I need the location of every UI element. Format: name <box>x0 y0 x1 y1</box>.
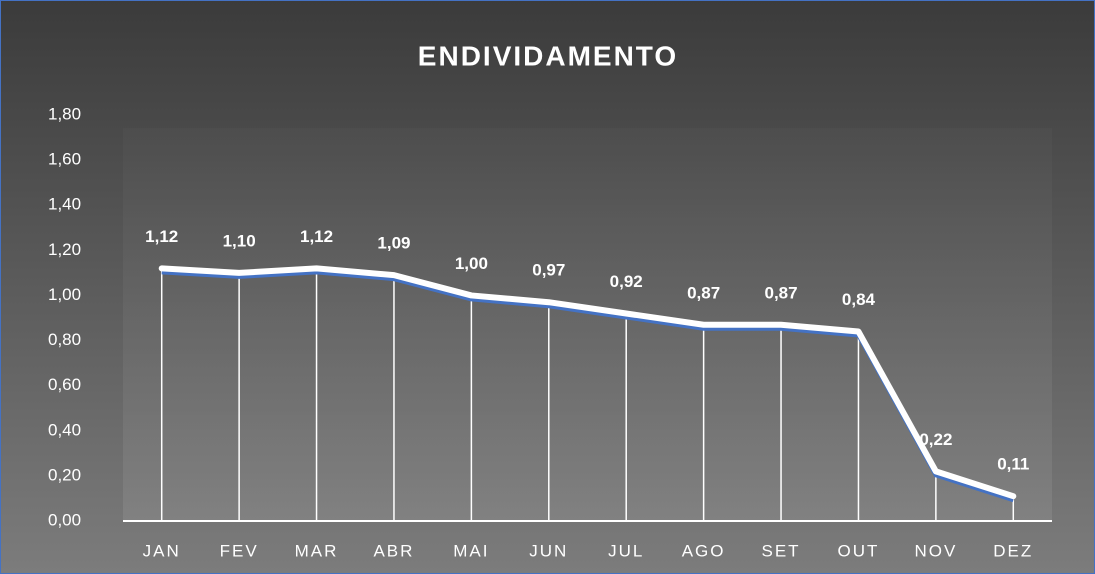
x-tick-label: OUT <box>838 541 880 560</box>
data-label: 0,97 <box>532 261 565 280</box>
data-label: 0,84 <box>842 290 876 309</box>
x-tick-label: JUN <box>529 541 568 560</box>
y-tick-label: 1,20 <box>48 240 81 259</box>
data-label: 1,12 <box>300 227 333 246</box>
x-tick-label: ABR <box>373 541 414 560</box>
data-label: 1,10 <box>223 231 256 250</box>
y-tick-label: 1,60 <box>48 150 81 169</box>
x-tick-label: MAI <box>453 541 489 560</box>
data-label: 0,11 <box>997 455 1029 474</box>
data-label: 0,92 <box>610 272 643 291</box>
x-tick-label: SET <box>762 541 801 560</box>
x-tick-label: FEV <box>220 541 259 560</box>
y-tick-label: 1,00 <box>48 285 81 304</box>
x-tick-label: DEZ <box>993 541 1033 560</box>
x-tick-label: AGO <box>682 541 726 560</box>
x-tick-label: MAR <box>295 541 339 560</box>
line <box>158 265 1017 500</box>
y-tick-label: 0,20 <box>48 465 81 484</box>
data-label: 1,09 <box>377 234 410 253</box>
data-label: 0,87 <box>687 283 720 302</box>
data-label: 0,22 <box>919 430 952 449</box>
y-tick-label: 0,60 <box>48 375 81 394</box>
x-tick-label: NOV <box>914 541 957 560</box>
y-tick-label: 1,80 <box>48 104 81 123</box>
plot-area <box>123 128 1052 521</box>
x-tick-label: JUL <box>608 541 644 560</box>
data-label: 1,00 <box>455 254 488 273</box>
data-label: 1,12 <box>145 227 178 246</box>
y-tick-label: 0,40 <box>48 420 81 439</box>
y-tick-label: 0,80 <box>48 330 81 349</box>
y-tick-label: 1,40 <box>48 195 81 214</box>
chart-title: ENDIVIDAMENTO <box>418 40 678 71</box>
x-tick-label: JAN <box>143 541 181 560</box>
y-tick-label: 0,00 <box>48 510 81 529</box>
data-label: 0,87 <box>764 283 797 302</box>
